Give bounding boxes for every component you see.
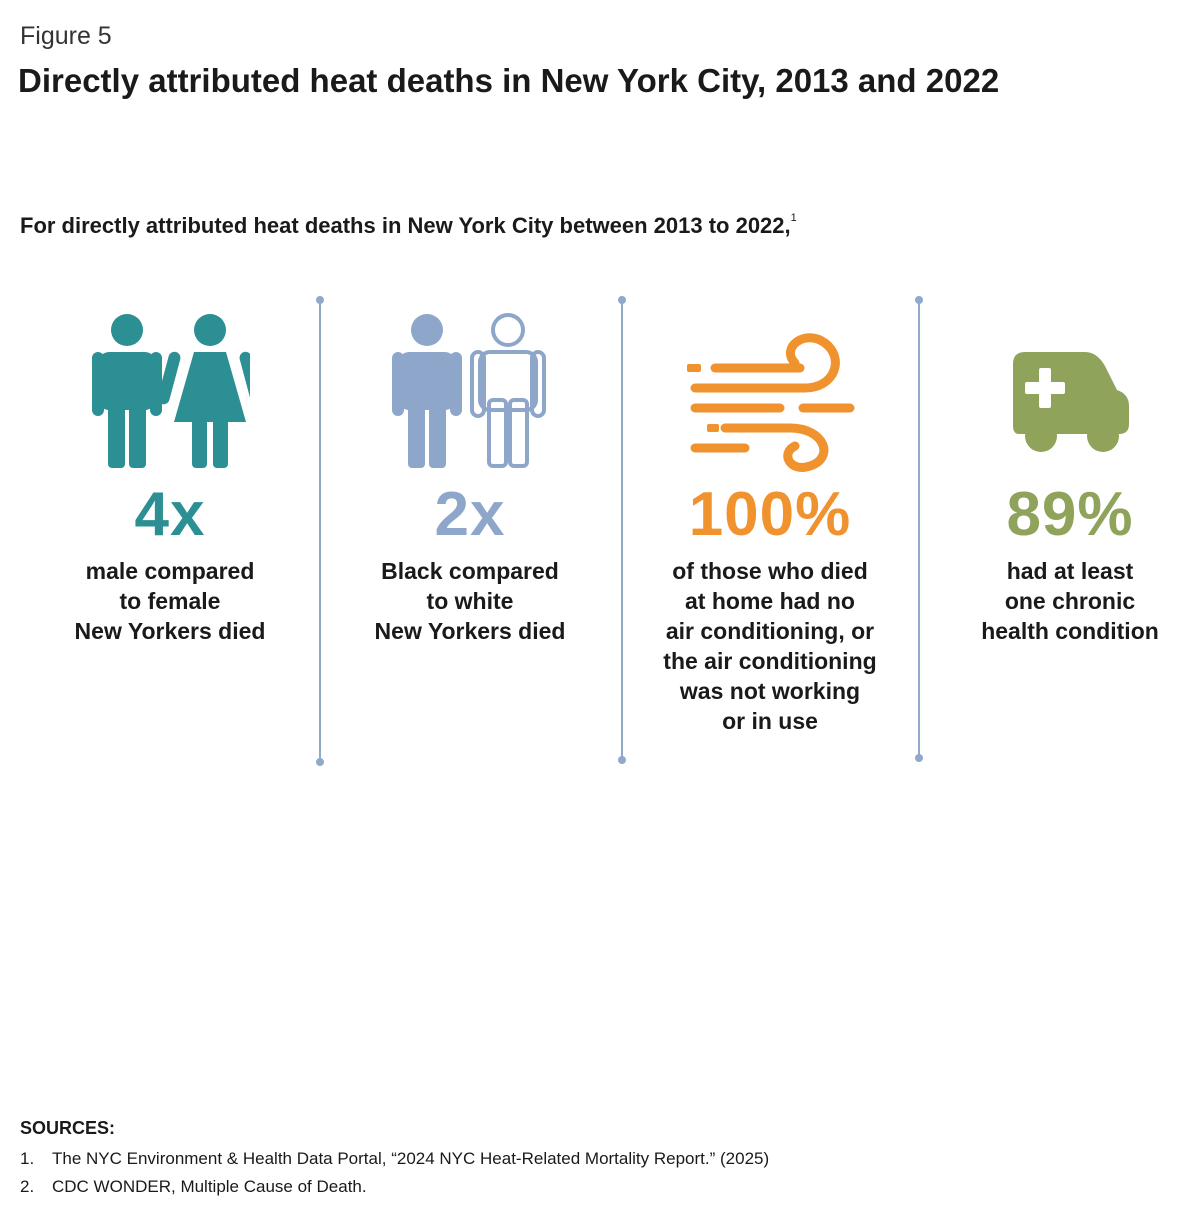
figure-label: Figure 5 (20, 22, 112, 50)
desc-line: or in use (722, 708, 818, 734)
sources-heading: SOURCES: (20, 1118, 116, 1138)
ambulance-icon (1013, 352, 1129, 452)
stat-value: 100% (688, 480, 852, 549)
source-text: The NYC Environment & Health Data Portal… (52, 1149, 770, 1168)
intro-sentence: For directly attributed heat deaths in N… (20, 213, 791, 238)
desc-line: was not working (679, 678, 861, 704)
stat-description: Black compared to white New Yorkers died (320, 556, 620, 646)
desc-line: at home had no (685, 588, 855, 614)
desc-line: air conditioning, or (665, 618, 875, 644)
source-item: 1. The NYC Environment & Health Data Por… (20, 1145, 769, 1173)
intro-text: For directly attributed heat deaths in N… (20, 212, 797, 239)
desc-line: to female (119, 588, 221, 614)
two-people-icon (392, 313, 546, 468)
stat-chronic-condition: 89% had at least one chronic health cond… (920, 300, 1200, 646)
source-item: 2. CDC WONDER, Multiple Cause of Death. (20, 1173, 769, 1201)
desc-line: New Yorkers died (74, 618, 266, 644)
male-female-icon (92, 314, 250, 468)
footnote-ref: 1 (790, 212, 797, 224)
figure-title: Directly attributed heat deaths in New Y… (18, 62, 1000, 99)
stat-male-female: 4x male compared to female New Yorkers d… (20, 300, 320, 646)
desc-line: New Yorkers died (374, 618, 566, 644)
stat-value: 4x (134, 480, 206, 549)
desc-line: of those who died (672, 558, 868, 584)
desc-line: the air conditioning (663, 648, 877, 674)
column-divider (915, 296, 923, 762)
stat-description: of those who died at home had no air con… (620, 556, 920, 736)
stat-value: 89% (1006, 480, 1134, 549)
stat-description: had at least one chronic health conditio… (920, 556, 1200, 646)
desc-line: to white (426, 588, 514, 614)
desc-line: health condition (981, 618, 1159, 644)
desc-line: one chronic (1004, 588, 1136, 614)
sources-section: SOURCES: 1. The NYC Environment & Health… (20, 1118, 769, 1201)
desc-line: Black compared (381, 558, 559, 584)
source-number: 1. (20, 1149, 35, 1168)
stat-air-conditioning: 100% of those who died at home had no ai… (620, 300, 920, 736)
source-number: 2. (20, 1177, 35, 1196)
wind-heat-icon (687, 333, 855, 472)
desc-line: had at least (1006, 558, 1134, 584)
column-divider (618, 296, 626, 764)
source-text: CDC WONDER, Multiple Cause of Death. (52, 1177, 367, 1196)
stat-value: 2x (434, 480, 506, 549)
desc-line: male compared (85, 558, 255, 584)
column-divider (316, 296, 324, 766)
stat-description: male compared to female New Yorkers died (20, 556, 320, 646)
stat-black-white: 2x Black compared to white New Yorkers d… (320, 300, 620, 646)
